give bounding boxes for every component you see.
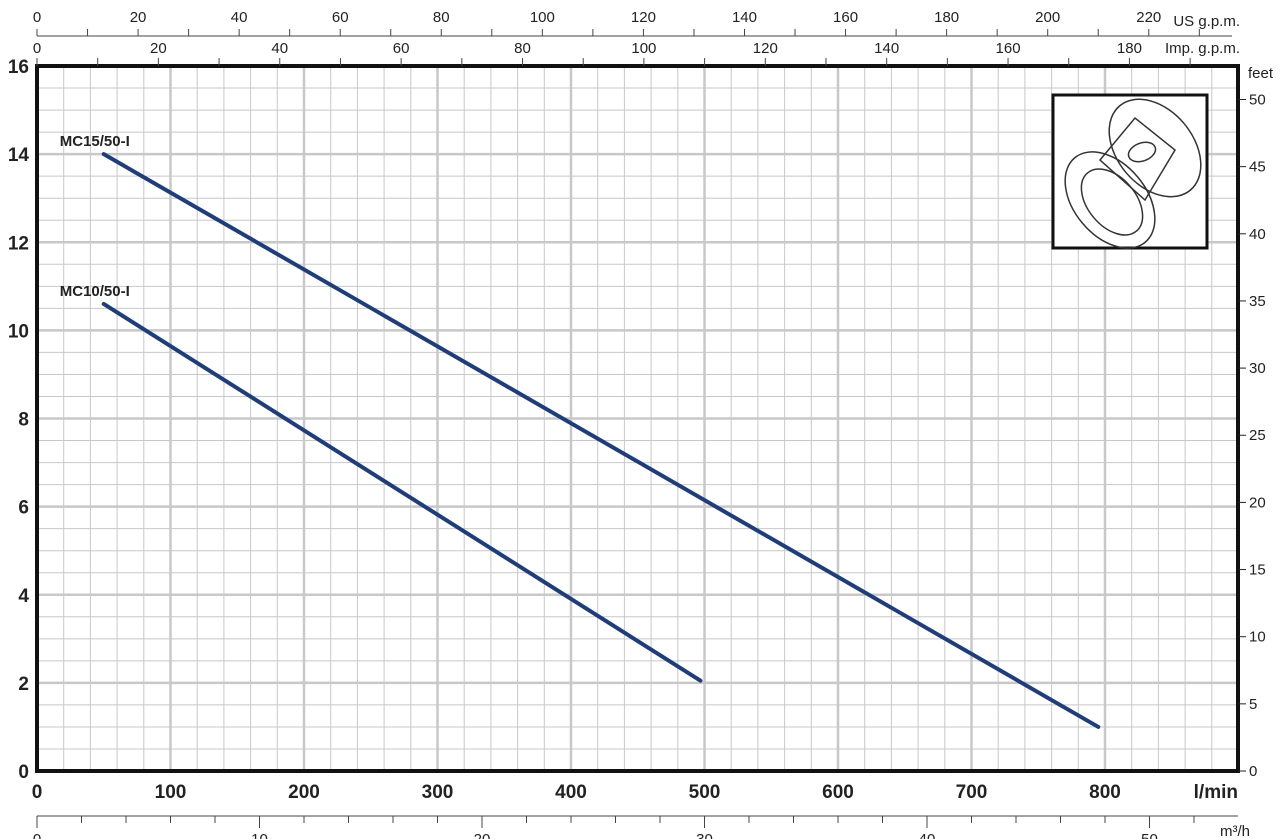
bottom-m3h-tick-label: 20 [474, 831, 491, 839]
top-imp-tick-label: 140 [874, 40, 899, 57]
y-tick-label: 14 [8, 145, 30, 166]
y-tick-label: 16 [8, 57, 29, 78]
top-imp-tick-label: 20 [150, 40, 167, 57]
x-tick-label: 700 [956, 782, 988, 803]
y-tick-label: 8 [18, 410, 29, 431]
rear-flange [1108, 98, 1202, 198]
top-imp-tick-label: 180 [1117, 40, 1142, 57]
right-feet-tick-label: 15 [1249, 562, 1266, 579]
pump-flange-drawing [1051, 93, 1209, 250]
top-us-tick-label: 20 [130, 9, 147, 26]
right-feet-tick-label: 0 [1249, 763, 1257, 780]
right-feet-tick-label: 45 [1249, 159, 1266, 176]
right-feet-tick-label: 50 [1249, 91, 1266, 108]
top-imp-tick-label: 100 [631, 40, 656, 57]
series-line-mc10-50-i [101, 301, 703, 683]
top-us-tick-label: 180 [934, 9, 959, 26]
right-feet-tick-label: 5 [1249, 696, 1257, 713]
top-us-tick-label: 160 [833, 9, 858, 26]
y-tick-label: 4 [18, 586, 29, 607]
bottom-m3h-axis-label: m³/h [1220, 823, 1250, 839]
top-us-tick-label: 220 [1136, 9, 1161, 26]
inset-frame [1051, 93, 1209, 250]
top-imp-tick-label: 120 [753, 40, 778, 57]
x-tick-label: 800 [1089, 782, 1121, 803]
bottom-m3h-tick-label: 10 [251, 831, 268, 839]
right-feet-axis-label: feet [1248, 65, 1274, 82]
bottom-m3h-tick-label: 40 [919, 831, 936, 839]
x-tick-label: 500 [689, 782, 721, 803]
front-flange [1064, 151, 1156, 249]
right-feet-tick-label: 30 [1249, 360, 1266, 377]
top-us-tick-label: 140 [732, 9, 757, 26]
y-tick-label: 2 [18, 674, 29, 695]
top-imp-tick-label: 160 [996, 40, 1021, 57]
series-label: MC15/50-I [60, 133, 130, 150]
top-us-tick-label: 120 [631, 9, 656, 26]
y-tick-label: 6 [18, 498, 29, 519]
x-axis-label: l/min [1194, 782, 1238, 803]
top-imp-axis-label: Imp. g.p.m. [1165, 40, 1240, 57]
x-tick-label: 600 [822, 782, 854, 803]
top-imp-tick-label: 40 [271, 40, 288, 57]
series-label: MC10/50-I [60, 283, 130, 300]
top-us-tick-label: 100 [530, 9, 555, 26]
bottom-m3h-tick-label: 50 [1141, 831, 1158, 839]
x-tick-label: 200 [288, 782, 320, 803]
top-us-axis-label: US g.p.m. [1173, 13, 1240, 30]
front-bore [1080, 168, 1144, 236]
top-us-tick-label: 200 [1035, 9, 1060, 26]
y-tick-label: 10 [8, 321, 29, 342]
y-tick-label: 12 [8, 233, 29, 254]
top-us-tick-label: 80 [433, 9, 450, 26]
right-feet-tick-label: 40 [1249, 226, 1266, 243]
right-feet-tick-label: 25 [1249, 427, 1266, 444]
top-us-tick-label: 40 [231, 9, 248, 26]
bottom-m3h-tick-label: 0 [33, 831, 41, 839]
right-feet-tick-label: 10 [1249, 629, 1266, 646]
top-us-tick-label: 0 [33, 9, 41, 26]
right-feet-tick-label: 35 [1249, 293, 1266, 310]
impeller-eye [1127, 141, 1157, 163]
top-imp-tick-label: 80 [514, 40, 531, 57]
y-tick-label: 0 [18, 762, 29, 783]
top-imp-tick-label: 0 [33, 40, 41, 57]
right-feet-tick-label: 20 [1249, 494, 1266, 511]
x-tick-label: 300 [422, 782, 454, 803]
x-tick-label: 0 [32, 782, 43, 803]
bottom-m3h-tick-label: 30 [696, 831, 713, 839]
x-tick-label: 400 [555, 782, 587, 803]
top-imp-tick-label: 60 [393, 40, 410, 57]
plot-frame [35, 64, 1240, 773]
x-tick-label: 100 [155, 782, 187, 803]
top-us-tick-label: 60 [332, 9, 349, 26]
series-line-mc15-50-i [101, 152, 1101, 729]
